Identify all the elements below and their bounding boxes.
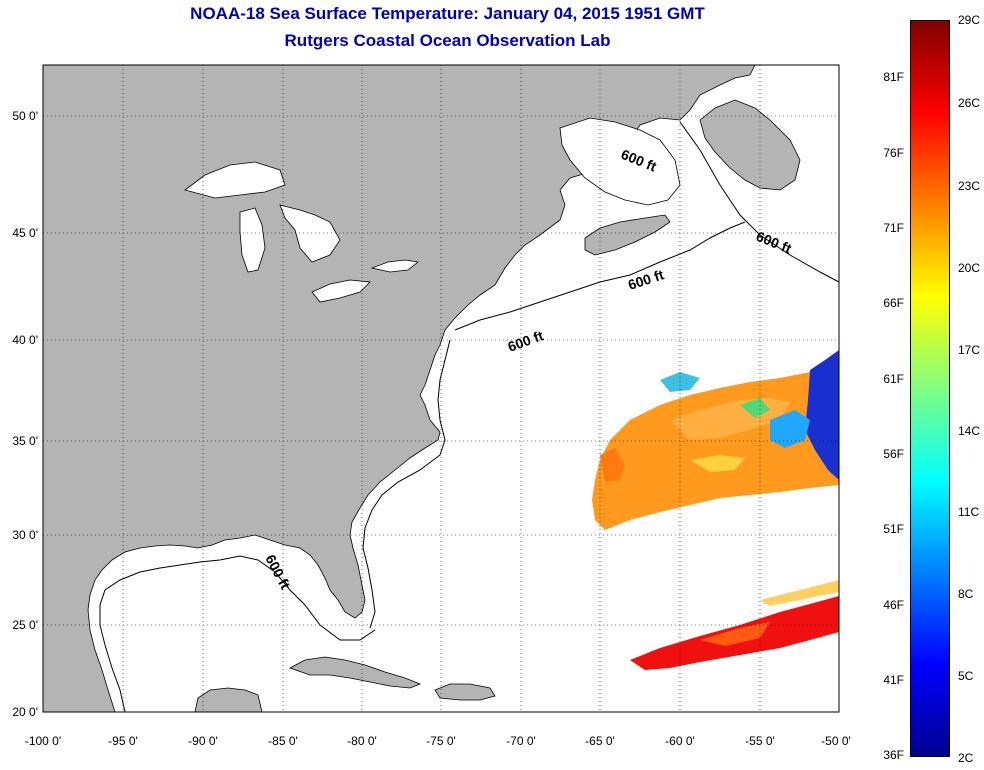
colorbar-celsius-label: 29C	[958, 13, 981, 27]
land-newfoundland	[699, 99, 801, 191]
lat-tick-label: 25 0'	[12, 618, 38, 632]
colorbar-celsius-label: 2C	[958, 751, 974, 765]
land-north-america	[43, 65, 756, 712]
map-subtitle: Rutgers Coastal Ocean Observation Lab	[284, 31, 611, 50]
colorbar-fahrenheit-label: 61F	[883, 372, 904, 386]
lon-tick-label: -50 0'	[821, 734, 851, 748]
land-hispaniola	[434, 683, 496, 701]
sst-swath-north	[592, 350, 839, 530]
lat-tick-label: 50 0'	[12, 109, 38, 123]
colorbar-celsius-label: 8C	[958, 587, 974, 601]
colorbar-celsius-label: 17C	[958, 343, 981, 357]
lon-tick-label: -55 0'	[745, 734, 775, 748]
colorbar-celsius-label: 26C	[958, 96, 981, 110]
colorbar-celsius-label: 23C	[958, 179, 981, 193]
great-lakes	[184, 161, 419, 303]
lon-tick-label: -60 0'	[665, 734, 695, 748]
land-yucatan	[194, 687, 263, 712]
colorbar-celsius-label: 14C	[958, 424, 981, 438]
colorbar-fahrenheit-label: 66F	[883, 296, 904, 310]
lat-tick-label: 40 0'	[12, 333, 38, 347]
land-cuba	[289, 656, 422, 689]
lat-lon-grid	[43, 65, 839, 712]
lon-tick-label: -100 0'	[25, 734, 61, 748]
lat-tick-label: 20 0'	[12, 705, 38, 719]
sst-map: 600 ft 600 ft 600 ft 600 ft 600 ft 50 0'…	[12, 64, 851, 748]
depth-contour-600ft	[99, 121, 839, 712]
map-frame	[42, 64, 840, 713]
lon-tick-label: -90 0'	[188, 734, 218, 748]
lon-tick-label: -70 0'	[506, 734, 536, 748]
land-nova-scotia	[584, 214, 671, 256]
map-title: NOAA-18 Sea Surface Temperature: January…	[190, 4, 705, 23]
colorbar-celsius-label: 5C	[958, 669, 974, 683]
lat-tick-label: 35 0'	[12, 434, 38, 448]
colorbar-fahrenheit-label: 56F	[883, 447, 904, 461]
colorbar-fahrenheit-label: 46F	[883, 598, 904, 612]
colorbar-fahrenheit-label: 41F	[883, 673, 904, 687]
lon-tick-label: -75 0'	[426, 734, 456, 748]
sst-swath-south	[630, 580, 839, 670]
lon-tick-label: -65 0'	[585, 734, 615, 748]
colorbar-fahrenheit-label: 76F	[883, 146, 904, 160]
colorbar-celsius-label: 20C	[958, 261, 981, 275]
colorbar-celsius-label: 11C	[958, 505, 980, 519]
colorbar-fahrenheit-label: 81F	[883, 70, 904, 84]
colorbar-fahrenheit-label: 51F	[883, 522, 904, 536]
temperature-colorbar	[910, 20, 950, 757]
lon-tick-label: -85 0'	[268, 734, 298, 748]
lon-tick-label: -95 0'	[108, 734, 138, 748]
lat-tick-label: 45 0'	[12, 226, 38, 240]
lat-tick-label: 30 0'	[12, 528, 38, 542]
gulf-st-lawrence	[559, 117, 681, 206]
lon-tick-label: -80 0'	[347, 734, 377, 748]
colorbar-fahrenheit-label: 71F	[883, 221, 904, 235]
colorbar-fahrenheit-label: 36F	[883, 748, 904, 762]
